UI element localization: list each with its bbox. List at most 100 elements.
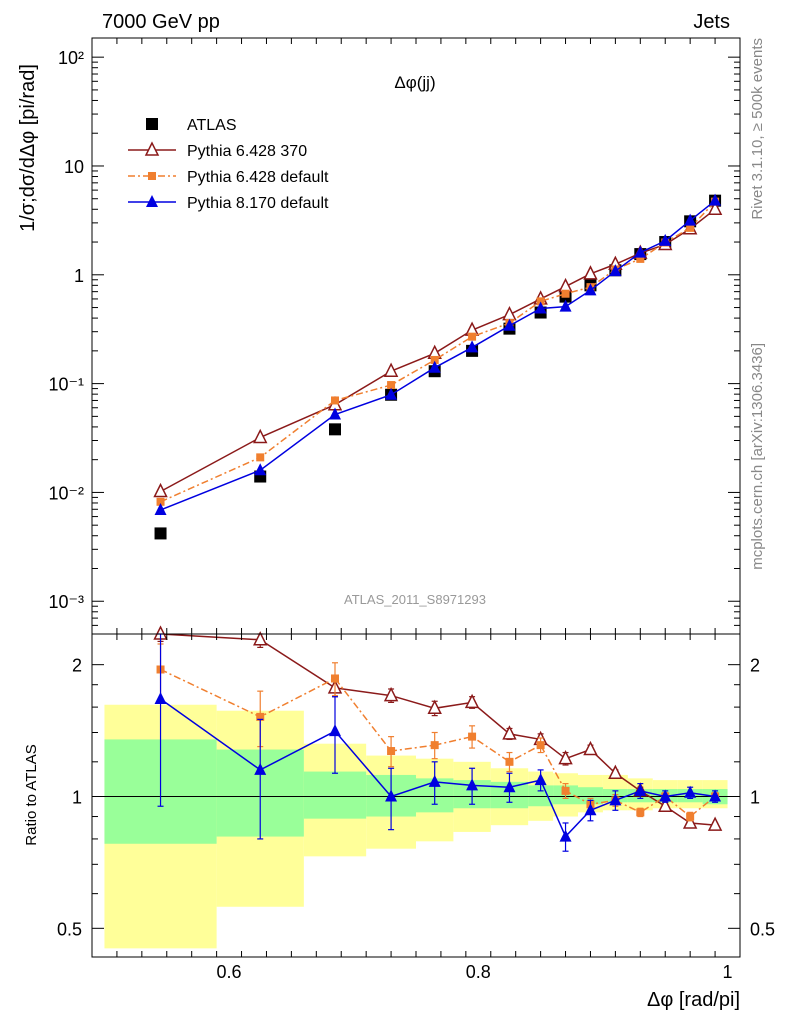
ratio-point [383,686,399,702]
data-point [583,265,598,280]
ratio-point [709,789,722,802]
ratio-point [387,747,396,756]
data-point [503,318,516,331]
legend-label: Pythia 6.428 370 [187,143,307,160]
data-point [329,407,341,420]
ratio-point [659,789,672,802]
ratio-ylabel: Ratio to ATLAS [23,744,40,845]
x-tick-label: 0.8 [466,962,491,982]
ratio-series-pythia-8-170-default [154,633,722,852]
main-ylabel: 1/σ;dσ/dΔφ [pi/rad] [17,64,39,232]
ratio-point [584,803,597,816]
header-right: Jets [693,11,730,33]
data-point [385,387,398,400]
ratio-panel: Ratio to ATLAS 0.5 0.5 1 1 2 2 0.6 0.8 1 Δφ [ra… [23,38,775,1011]
ratio-point [329,724,341,737]
data-point [253,428,268,444]
y-tick-label: 10⁻² [48,483,84,503]
legend-marker [148,172,156,180]
data-point [707,200,723,216]
main-panel: Δφ(jj) 1/σ;dσ/dΔφ [pi/rad] 10⁻³ 10⁻² 10⁻¹ 1… [17,37,741,635]
data-point [329,423,341,436]
legend: ATLAS Pythia 6.428 370 Pythia 6.428 defaul… [128,117,329,212]
data-point [466,340,479,353]
ratio-tick-label-left: 2 [72,656,82,676]
data-point [584,283,597,296]
ratio-point [254,762,267,775]
main-title: Δφ(jj) [394,73,435,92]
data-point [534,301,547,314]
ratio-point [636,808,645,817]
series-pythia-6-428-370 [153,200,723,498]
data-point [659,233,672,246]
ratio-line [160,668,716,818]
data-point [430,355,439,364]
x-axis-label: Δφ [rad/pi] [647,989,740,1011]
ratio-point [536,741,545,750]
data-point [387,381,396,390]
ratio-point [583,740,598,756]
ratio-point [427,699,442,715]
data-point [153,482,168,498]
ratio-point [561,786,570,795]
uncertainty-band-inner [578,787,603,805]
data-point [154,502,167,515]
ratio-tick-label-right: 1 [750,787,760,807]
data-point [156,497,165,506]
ratio-tick-label-right: 2 [750,656,760,676]
data-point [561,289,570,298]
ratio-point [503,780,516,793]
ratio-tick-label-left: 1 [72,787,82,807]
ratio-point [558,749,573,765]
ratio-tick-label-left: 0.5 [57,919,82,939]
data-point [331,396,339,405]
ratio-point [559,829,572,842]
legend-entry: Pythia 6.428 default [128,169,329,186]
x-tick-label: 0.6 [217,962,242,982]
legend-label: ATLAS [187,117,237,134]
legend-entry: Pythia 8.170 default [128,195,329,212]
legend-marker [146,195,158,207]
ratio-point [608,764,623,779]
y-tick-label: 10⁻¹ [48,375,84,395]
data-point [634,245,647,258]
y-tick-label: 10 [64,157,84,177]
uncertainty-band-inner [528,785,554,807]
x-tick-label: 1 [723,962,733,982]
ratio-point [534,773,547,786]
data-point [502,306,517,321]
data-point [686,223,695,232]
legend-entry: ATLAS [146,117,237,134]
series-pythia-8-170-default [154,193,722,515]
rivet-version-label: Rivet 3.1.10, ≥ 500k events [749,38,766,220]
data-point [684,213,697,226]
ratio-point [466,778,479,791]
ratio-tick-label-right: 0.5 [750,919,775,939]
y-tick-label: 10⁻³ [48,592,84,612]
legend-entry: Pythia 6.428 370 [128,141,307,160]
ratio-point [684,785,697,798]
ratio-point [464,693,480,709]
series-line [160,208,716,493]
header-left: 7000 GeV pp [102,11,220,33]
analysis-watermark: ATLAS_2011_S8971293 [344,592,486,607]
ratio-point [707,816,723,831]
ratio-point [154,691,167,704]
ratio-point [430,741,439,750]
data-point [709,193,722,206]
data-point [609,264,622,277]
data-point [536,297,545,306]
legend-label: Pythia 8.170 default [187,195,329,212]
ratio-point [331,674,339,683]
y-tick-label: 10² [58,48,84,68]
ratio-point [468,732,477,741]
data-point [468,332,477,341]
ratio-point [502,725,517,740]
legend-marker [144,141,160,156]
data-point [559,299,572,312]
ratio-point [634,783,647,796]
ratio-point [682,814,698,829]
ratio-point [505,757,514,766]
ratio-point [658,797,673,812]
